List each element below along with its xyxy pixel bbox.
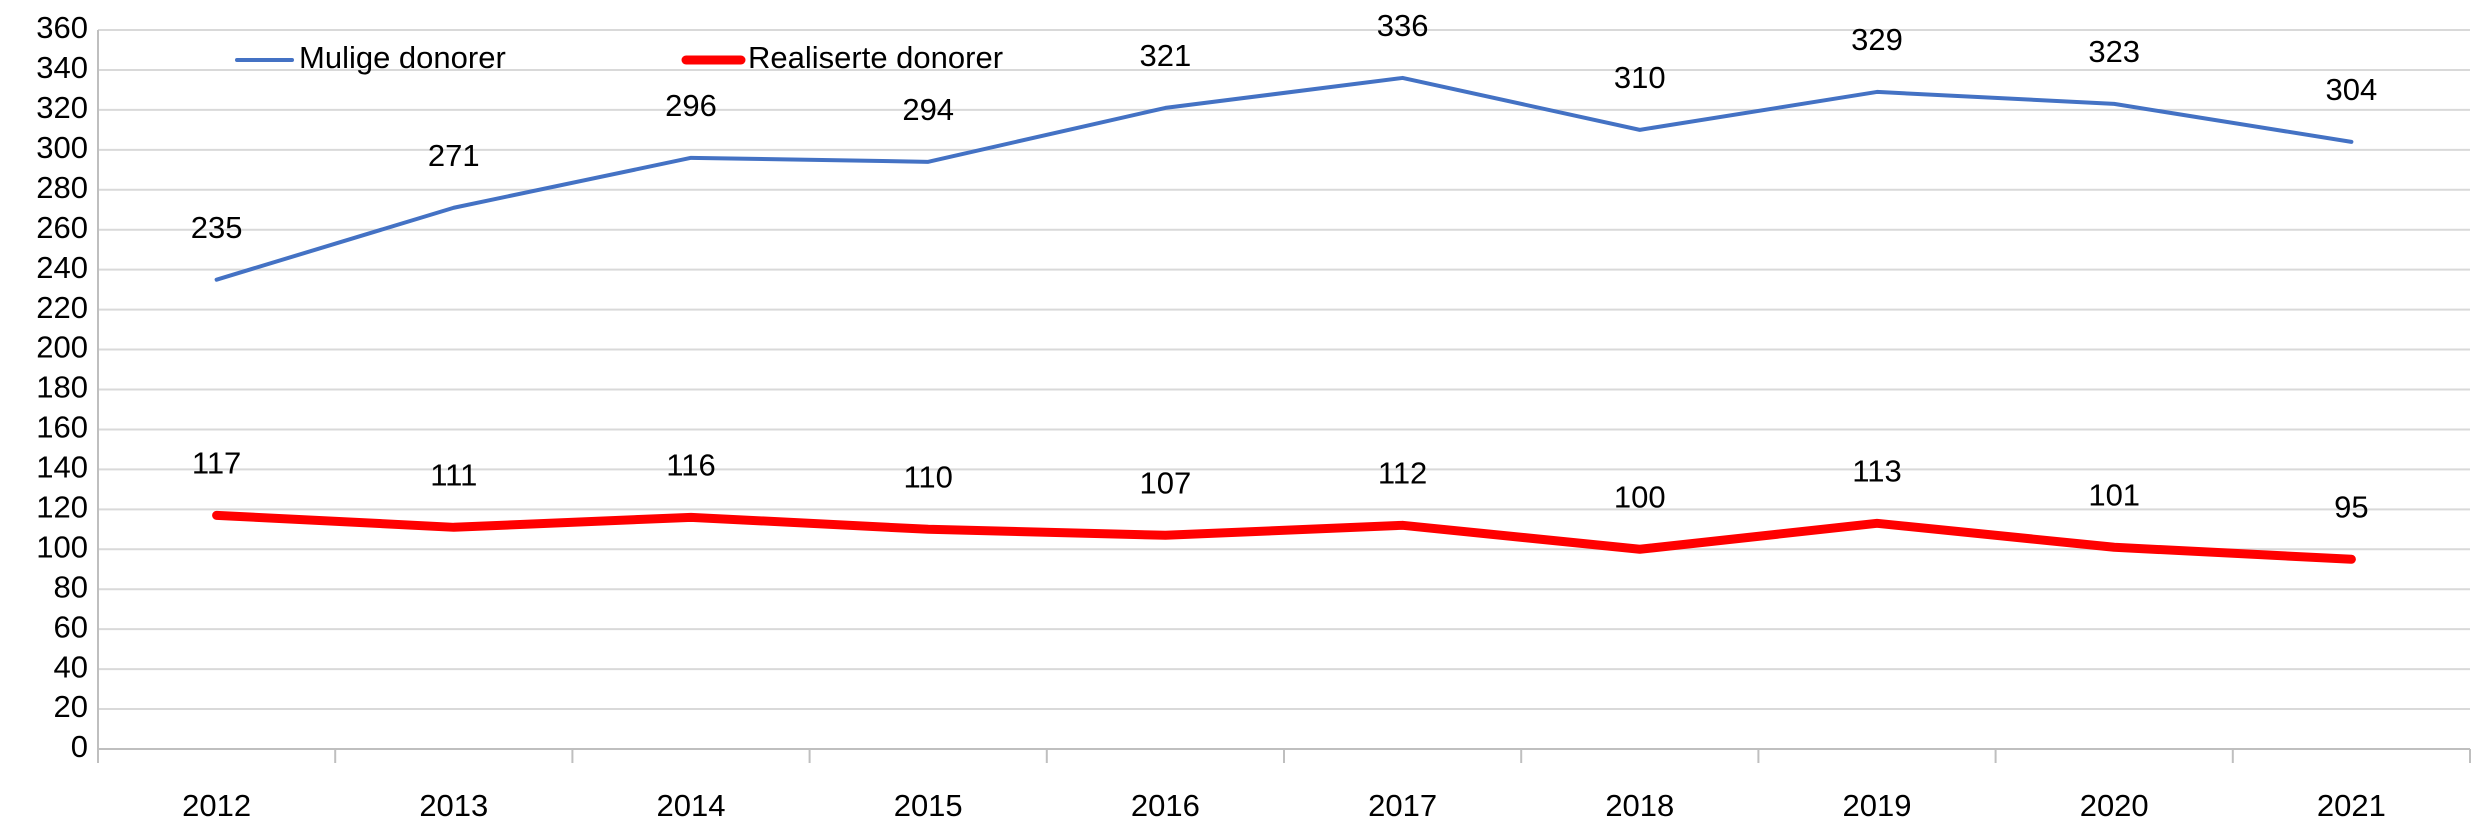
y-tick-label: 260 — [36, 210, 88, 245]
y-tick-label: 240 — [36, 250, 88, 285]
data-label: 296 — [665, 88, 717, 123]
x-tick-label: 2013 — [419, 788, 488, 823]
legend-label: Realiserte donorer — [748, 40, 1003, 75]
data-label: 235 — [191, 210, 243, 245]
y-tick-label: 20 — [54, 689, 88, 724]
x-tick-label: 2017 — [1368, 788, 1437, 823]
data-label: 113 — [1852, 454, 1901, 489]
y-tick-label: 120 — [36, 490, 88, 525]
series-line — [214, 75, 2354, 282]
data-label: 321 — [1140, 38, 1192, 73]
y-tick-label: 200 — [36, 330, 88, 365]
y-tick-label: 0 — [71, 729, 88, 764]
data-label: 294 — [902, 92, 954, 127]
x-tick-label: 2020 — [2080, 788, 2149, 823]
data-label: 310 — [1614, 60, 1666, 95]
x-tick-label: 2021 — [2317, 788, 2386, 823]
x-tick-label: 2018 — [1605, 788, 1674, 823]
y-tick-label: 60 — [54, 609, 88, 644]
data-label: 329 — [1851, 22, 1903, 57]
data-label: 107 — [1140, 465, 1192, 500]
y-tick-label: 280 — [36, 170, 88, 205]
x-tick-label: 2014 — [657, 788, 726, 823]
series-line — [212, 510, 2356, 564]
data-label: 116 — [666, 448, 715, 483]
data-label: 101 — [2088, 477, 2140, 512]
data-label: 110 — [903, 459, 952, 494]
data-label: 111 — [430, 457, 477, 492]
y-tick-label: 180 — [36, 370, 88, 405]
data-label: 112 — [1378, 455, 1427, 490]
y-tick-label: 360 — [36, 10, 88, 45]
data-label: 336 — [1377, 8, 1429, 43]
y-tick-label: 140 — [36, 450, 88, 485]
data-label: 100 — [1614, 479, 1666, 514]
y-tick-label: 300 — [36, 130, 88, 165]
x-tick-label: 2016 — [1131, 788, 1200, 823]
data-label: 95 — [2334, 489, 2368, 524]
y-tick-label: 40 — [54, 649, 88, 684]
y-tick-label: 160 — [36, 410, 88, 445]
y-tick-label: 220 — [36, 290, 88, 325]
data-label: 323 — [2088, 34, 2140, 69]
x-tick-label: 2019 — [1843, 788, 1912, 823]
y-tick-label: 100 — [36, 529, 88, 564]
y-tick-label: 340 — [36, 50, 88, 85]
data-label: 304 — [2326, 72, 2378, 107]
x-tick-label: 2012 — [182, 788, 251, 823]
legend-label: Mulige donorer — [299, 40, 506, 75]
data-label: 117 — [192, 446, 241, 481]
x-tick-label: 2015 — [894, 788, 963, 823]
y-tick-label: 320 — [36, 90, 88, 125]
data-label: 271 — [428, 138, 480, 173]
y-tick-label: 80 — [54, 569, 88, 604]
